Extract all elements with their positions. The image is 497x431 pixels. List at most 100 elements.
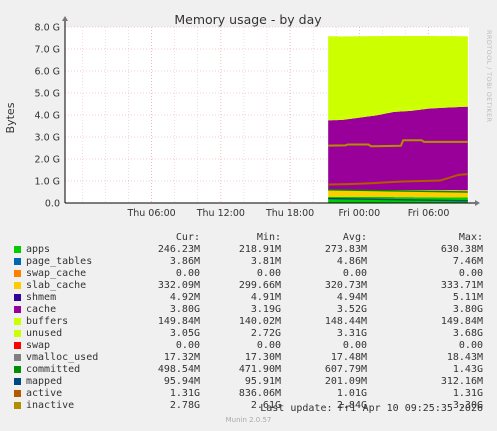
header-cur: Cur: bbox=[175, 232, 200, 243]
legend-avg: 320.73M bbox=[324, 280, 367, 291]
legend-swatch bbox=[14, 378, 21, 385]
legend-name: swap bbox=[26, 340, 51, 351]
y-tick-label: 4.0 G bbox=[35, 111, 61, 122]
legend-max: 3.68G bbox=[452, 328, 483, 339]
legend-max: 1.31G bbox=[452, 388, 483, 399]
legend-swatch bbox=[14, 330, 21, 337]
legend-min: 3.19G bbox=[250, 304, 281, 315]
legend-cur: 95.94M bbox=[163, 376, 200, 387]
legend-max: 3.80G bbox=[452, 304, 483, 315]
header-min: Min: bbox=[256, 232, 281, 243]
chart-title: Memory usage - by day bbox=[174, 12, 322, 27]
legend-name: committed bbox=[26, 364, 81, 375]
legend-max: 5.11M bbox=[452, 292, 483, 303]
legend-max: 0.00 bbox=[458, 268, 483, 279]
legend-avg: 0.00 bbox=[342, 268, 367, 279]
legend-name: shmem bbox=[26, 292, 57, 303]
legend-max: 630.38M bbox=[440, 244, 483, 255]
line-committed bbox=[328, 189, 468, 193]
legend-swatch bbox=[14, 246, 21, 253]
legend-row-committed: committed 498.54M 471.90M 607.79M 1.43G bbox=[0, 364, 497, 376]
line-inactive bbox=[328, 139, 468, 148]
legend-cur: 3.05G bbox=[169, 328, 200, 339]
legend-cur: 149.84M bbox=[157, 316, 200, 327]
legend-cur: 0.00 bbox=[175, 340, 200, 351]
y-tick-label: 2.0 G bbox=[35, 155, 61, 166]
axes: 0.0 1.0 G 2.0 G 3.0 G 4.0 G 5.0 G 6.0 G 7.0 G 8.… bbox=[35, 16, 480, 219]
legend-name: mapped bbox=[26, 376, 63, 387]
memory-chart: Memory usage - by day Bytes 0.0 1.0 G 2.0 … bbox=[4, 12, 480, 219]
legend-min: 0.00 bbox=[256, 268, 281, 279]
legend-min: 2.72G bbox=[250, 328, 281, 339]
legend-avg: 3.31G bbox=[336, 328, 367, 339]
legend-row-vmalloc_used: vmalloc_used 17.32M 17.30M 17.48M 18.43M bbox=[0, 352, 497, 364]
y-tick-label: 6.0 G bbox=[35, 67, 61, 78]
legend-swatch bbox=[14, 354, 21, 361]
legend-cur: 332.09M bbox=[157, 280, 200, 291]
legend-min: 218.91M bbox=[238, 244, 281, 255]
legend-swatch bbox=[14, 342, 21, 349]
x-tick-label: Thu 06:00 bbox=[126, 208, 175, 219]
legend-row-shmem: shmem 4.92M 4.91M 4.94M 5.11M bbox=[0, 292, 497, 304]
legend-cur: 1.31G bbox=[169, 388, 200, 399]
legend-row-active: active 1.31G 836.06M 1.01G 1.31G bbox=[0, 388, 497, 400]
legend-min: 836.06M bbox=[238, 388, 281, 399]
legend-max: 3.30G bbox=[452, 400, 483, 411]
legend-name: unused bbox=[26, 328, 63, 339]
legend-min: 4.91M bbox=[250, 292, 281, 303]
legend-swatch bbox=[14, 294, 21, 301]
legend-cur: 3.80G bbox=[169, 304, 200, 315]
legend-cur: 2.78G bbox=[169, 400, 200, 411]
legend-cur: 498.54M bbox=[157, 364, 200, 375]
legend-row-buffers: buffers 149.84M 140.02M 148.44M 149.84M bbox=[0, 316, 497, 328]
legend-min: 17.30M bbox=[244, 352, 281, 363]
legend-name: vmalloc_used bbox=[26, 352, 99, 363]
y-tick-label: 8.0 G bbox=[35, 23, 61, 34]
legend-name: active bbox=[26, 388, 63, 399]
legend-row-apps: apps 246.23M 218.91M 273.83M 630.38M bbox=[0, 244, 497, 256]
last-update: Last update: Fri Apr 10 09:25:35 2026 bbox=[260, 403, 483, 414]
x-tick-label: Thu 18:00 bbox=[265, 208, 314, 219]
y-tick-label: 5.0 G bbox=[35, 89, 61, 100]
legend-avg: 4.94M bbox=[336, 292, 367, 303]
line-mapped bbox=[328, 197, 468, 202]
legend-max: 312.16M bbox=[440, 376, 483, 387]
legend-cur: 246.23M bbox=[157, 244, 200, 255]
legend-name: swap_cache bbox=[26, 268, 87, 279]
area-cache bbox=[328, 106, 468, 191]
legend-swatch bbox=[14, 306, 21, 313]
legend-row-mapped: mapped 95.94M 95.91M 201.09M 312.16M bbox=[0, 376, 497, 388]
header-max: Max: bbox=[458, 232, 483, 243]
area-unused bbox=[328, 36, 468, 118]
legend-swatch bbox=[14, 390, 21, 397]
legend-row-swap_cache: swap_cache 0.00 0.00 0.00 0.00 bbox=[0, 268, 497, 280]
legend-name: buffers bbox=[26, 316, 69, 327]
legend-avg: 3.52G bbox=[336, 304, 367, 315]
legend-name: apps bbox=[26, 244, 51, 255]
legend-avg: 2.84G bbox=[336, 400, 367, 411]
legend-row-page_tables: page_tables 3.86M 3.81M 4.86M 7.46M bbox=[0, 256, 497, 268]
legend-avg: 17.48M bbox=[330, 352, 367, 363]
legend-max: 18.43M bbox=[446, 352, 483, 363]
legend-avg: 273.83M bbox=[324, 244, 367, 255]
x-axis-arrow bbox=[475, 200, 480, 206]
legend-row-cache: cache 3.80G 3.19G 3.52G 3.80G bbox=[0, 304, 497, 316]
legend-swatch bbox=[14, 402, 21, 409]
x-tick-label: Thu 12:00 bbox=[196, 208, 245, 219]
legend-cur: 4.92M bbox=[169, 292, 200, 303]
legend-swatch bbox=[14, 270, 21, 277]
legend-swatch bbox=[14, 258, 21, 265]
legend-cur: 17.32M bbox=[163, 352, 200, 363]
legend-swatch bbox=[14, 318, 21, 325]
legend-max: 0.00 bbox=[458, 340, 483, 351]
y-axis-arrow bbox=[62, 16, 68, 21]
legend-row-swap: swap 0.00 0.00 0.00 0.00 bbox=[0, 340, 497, 352]
legend-max: 1.43G bbox=[452, 364, 483, 375]
x-tick-label: Fri 00:00 bbox=[338, 208, 380, 219]
y-tick-label: 3.0 G bbox=[35, 133, 61, 144]
legend-min: 299.66M bbox=[238, 280, 281, 291]
legend-avg: 607.79M bbox=[324, 364, 367, 375]
legend-name: inactive bbox=[26, 400, 75, 411]
area-buffers bbox=[328, 103, 468, 121]
legend-min: 2.61G bbox=[250, 400, 281, 411]
